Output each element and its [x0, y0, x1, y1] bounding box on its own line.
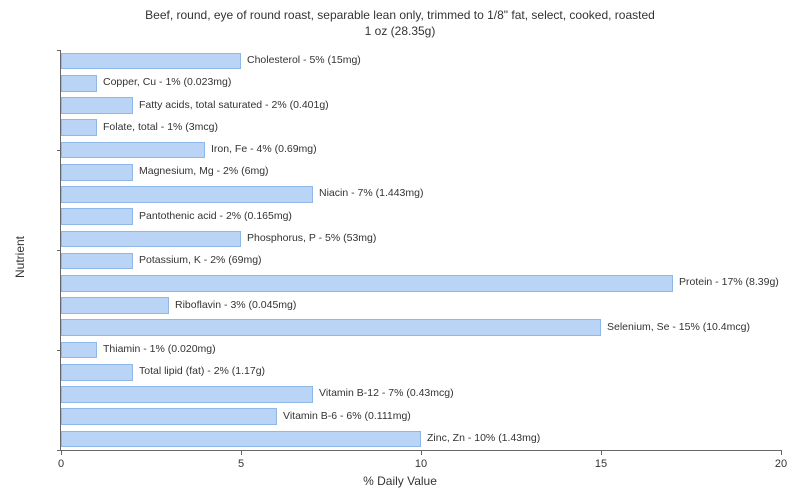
title-line-1: Beef, round, eye of round roast, separab…	[145, 8, 655, 22]
bar-label: Zinc, Zn - 10% (1.43mg)	[423, 432, 540, 444]
x-tick	[601, 450, 602, 455]
bar-label: Niacin - 7% (1.443mg)	[315, 187, 423, 199]
x-tick	[781, 450, 782, 455]
bar	[61, 208, 133, 225]
bar	[61, 186, 313, 203]
bar-label: Vitamin B-6 - 6% (0.111mg)	[279, 410, 411, 422]
bar-label: Total lipid (fat) - 2% (1.17g)	[135, 365, 265, 377]
x-tick-label: 15	[595, 458, 607, 470]
bar-label: Phosphorus, P - 5% (53mg)	[243, 232, 376, 244]
bar	[61, 142, 205, 159]
bar	[61, 408, 277, 425]
y-tick	[57, 250, 61, 251]
bar	[61, 75, 97, 92]
title-line-2: 1 oz (28.35g)	[365, 24, 436, 38]
x-tick-label: 0	[58, 458, 64, 470]
bar	[61, 275, 673, 292]
y-axis-label: Nutrient	[13, 236, 27, 278]
bar	[61, 53, 241, 70]
bar-label: Thiamin - 1% (0.020mg)	[99, 343, 216, 355]
bar-label: Folate, total - 1% (3mcg)	[99, 121, 218, 133]
x-tick-label: 20	[775, 458, 787, 470]
bar-label: Potassium, K - 2% (69mg)	[135, 254, 262, 266]
x-tick	[421, 450, 422, 455]
bar	[61, 164, 133, 181]
bar	[61, 431, 421, 448]
bar	[61, 253, 133, 270]
bar-label: Cholesterol - 5% (15mg)	[243, 54, 361, 66]
bar	[61, 386, 313, 403]
y-tick	[57, 450, 61, 451]
bar	[61, 119, 97, 136]
bar-label: Iron, Fe - 4% (0.69mg)	[207, 143, 317, 155]
bar-label: Fatty acids, total saturated - 2% (0.401…	[135, 99, 329, 111]
bar-label: Copper, Cu - 1% (0.023mg)	[99, 76, 231, 88]
bar-label: Pantothenic acid - 2% (0.165mg)	[135, 210, 292, 222]
bar	[61, 319, 601, 336]
plot-area: 05101520Cholesterol - 5% (15mg)Copper, C…	[60, 50, 781, 451]
bar-label: Selenium, Se - 15% (10.4mcg)	[603, 321, 750, 333]
bar	[61, 364, 133, 381]
x-tick	[241, 450, 242, 455]
nutrient-chart: Beef, round, eye of round roast, separab…	[0, 0, 800, 500]
y-tick	[57, 50, 61, 51]
bar-label: Protein - 17% (8.39g)	[675, 276, 779, 288]
x-tick	[61, 450, 62, 455]
bar-label: Riboflavin - 3% (0.045mg)	[171, 299, 296, 311]
bar	[61, 297, 169, 314]
bar	[61, 231, 241, 248]
x-tick-label: 5	[238, 458, 244, 470]
x-axis-label: % Daily Value	[363, 474, 437, 488]
bar	[61, 342, 97, 359]
bar	[61, 97, 133, 114]
bar-label: Magnesium, Mg - 2% (6mg)	[135, 165, 269, 177]
bar-label: Vitamin B-12 - 7% (0.43mcg)	[315, 387, 454, 399]
chart-title: Beef, round, eye of round roast, separab…	[0, 0, 800, 39]
x-tick-label: 10	[415, 458, 427, 470]
